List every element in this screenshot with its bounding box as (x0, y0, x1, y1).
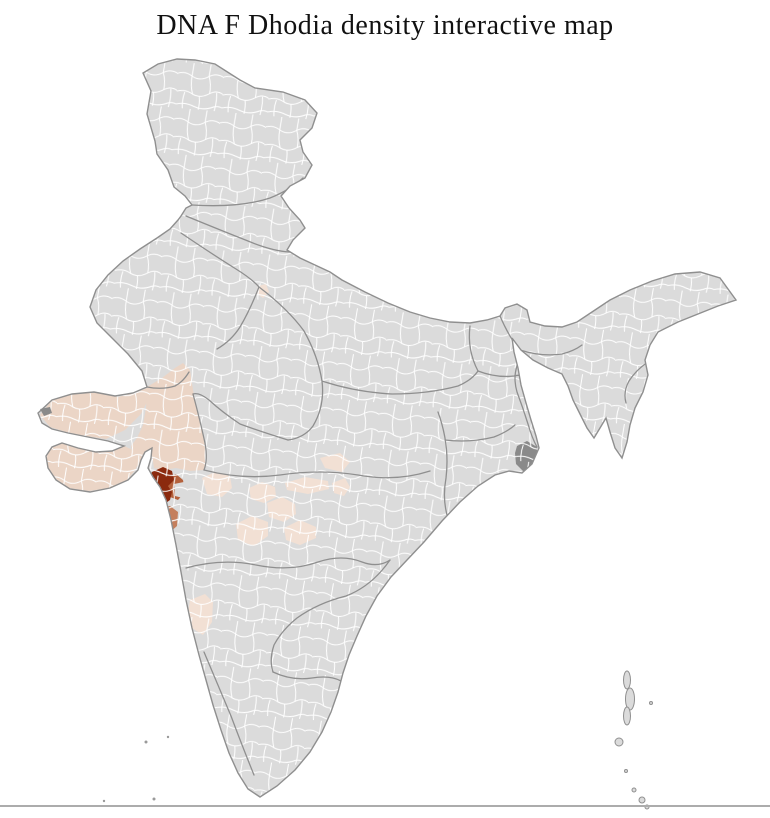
district-borders-overlay (38, 59, 736, 797)
andaman-islands (614, 670, 653, 810)
kutch-creek-mark (40, 407, 52, 416)
lakshadweep-islands (102, 735, 170, 803)
page-title: DNA F Dhodia density interactive map (156, 10, 614, 41)
bottom-rule (0, 805, 770, 807)
district-region-coastal-strip-south (175, 616, 189, 642)
